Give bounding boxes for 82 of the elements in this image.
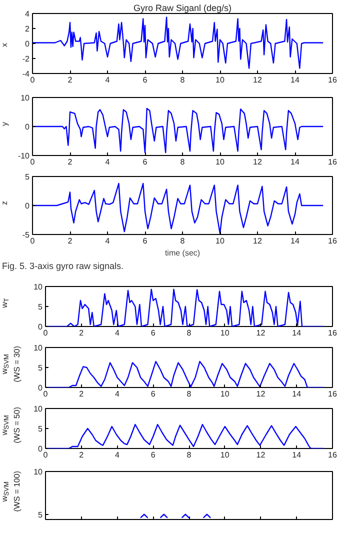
x-tick-label: 14 (290, 76, 300, 84)
y-tick-label: 5 (38, 364, 44, 372)
x-tick-label: 8 (186, 450, 192, 460)
x-tick-label: 8 (186, 328, 192, 338)
x-tick-label: 10 (216, 76, 225, 84)
x-tick-label: 12 (256, 450, 266, 460)
y-tick-label: 0 (25, 40, 30, 48)
chart-title: Gyro Raw Siganl (deg/s) (133, 3, 232, 13)
x-tick-label: 10 (220, 450, 230, 460)
y-tick-label: 0 (38, 384, 44, 392)
y-tick-label: 5 (38, 424, 44, 434)
x-tick-label: 4 (105, 158, 110, 166)
y-axis-title: x (0, 43, 10, 47)
y-tick-label: 4 (25, 10, 30, 18)
y-tick-label: 5 (38, 510, 44, 520)
x-tick-label: 6 (142, 236, 148, 246)
y-tick-label: -5 (22, 230, 30, 240)
x-tick-label: 10 (220, 390, 230, 398)
y-tick-label: 10 (34, 344, 44, 352)
line-series (32, 182, 324, 234)
x-tick-label: 2 (68, 76, 73, 84)
y-tick-label: -4 (22, 70, 30, 78)
y-tick-label: 10 (34, 404, 44, 414)
x-tick-label: 4 (115, 450, 120, 460)
x-tick-label: 4 (115, 390, 120, 398)
x-tick-label: 6 (142, 158, 148, 166)
x-axis-title: time (sec) (164, 248, 200, 258)
x-tick-label: 2 (79, 390, 84, 398)
x-tick-label: 12 (256, 390, 266, 398)
y-tick-label: -2 (22, 54, 30, 64)
x-tick-label: 4 (115, 328, 120, 338)
x-tick-label: 2 (79, 450, 84, 460)
y-tick-label: 2 (25, 24, 30, 34)
x-tick-label: 16 (328, 390, 338, 398)
x-tick-label: 12 (256, 328, 266, 338)
y-tick-label: 0 (38, 322, 44, 332)
x-tick-label: 2 (68, 158, 73, 166)
x-tick-label: 4 (105, 76, 110, 84)
x-tick-label: 16 (328, 450, 338, 460)
x-tick-label: 6 (142, 76, 148, 84)
x-tick-label: 14 (290, 236, 300, 246)
line-series (46, 360, 324, 388)
y-tick-label: 5 (25, 172, 30, 182)
x-tick-label: 4 (105, 236, 110, 246)
y-tick-label: 10 (34, 282, 44, 292)
x-tick-label: 14 (292, 450, 302, 460)
x-tick-label: 12 (253, 236, 262, 246)
x-tick-label: 12 (253, 76, 262, 84)
x-tick-label: 8 (180, 76, 186, 84)
x-tick-label: 12 (253, 158, 262, 166)
x-tick-label: 14 (292, 390, 302, 398)
x-tick-label: 10 (220, 328, 230, 338)
y-axis-title: y (0, 122, 10, 126)
caption: Fig. 5. 3-axis gyro raw signals. (2, 260, 124, 273)
y-tick-label: 10 (34, 468, 44, 476)
x-tick-label: 16 (328, 236, 338, 246)
x-tick-label: 8 (186, 390, 192, 398)
y-axis-title: z (0, 200, 10, 204)
x-tick-label: 16 (328, 158, 338, 166)
x-tick-label: 16 (328, 76, 338, 84)
line-series (46, 288, 324, 326)
x-tick-label: 6 (150, 390, 156, 398)
x-tick-label: 2 (79, 328, 84, 338)
y-tick-label: 0 (25, 202, 30, 210)
line-series (32, 16, 324, 69)
y-tick-label: 0 (25, 122, 30, 132)
x-tick-label: 16 (328, 328, 338, 338)
y-tick-label: -10 (18, 152, 30, 160)
y-tick-label: 5 (38, 302, 44, 312)
y-tick-label: 0 (38, 444, 44, 454)
x-tick-label: 14 (290, 158, 300, 166)
x-tick-label: 8 (180, 236, 186, 246)
line-series (46, 424, 324, 448)
x-tick-label: 10 (216, 236, 225, 246)
x-tick-label: 6 (150, 450, 156, 460)
x-tick-label: 14 (292, 328, 302, 338)
x-tick-label: 2 (68, 236, 73, 246)
x-tick-label: 8 (180, 158, 186, 166)
x-tick-label: 10 (216, 158, 225, 166)
line-series (32, 108, 324, 154)
x-tick-label: 6 (150, 328, 156, 338)
y-tick-label: 10 (20, 94, 30, 102)
